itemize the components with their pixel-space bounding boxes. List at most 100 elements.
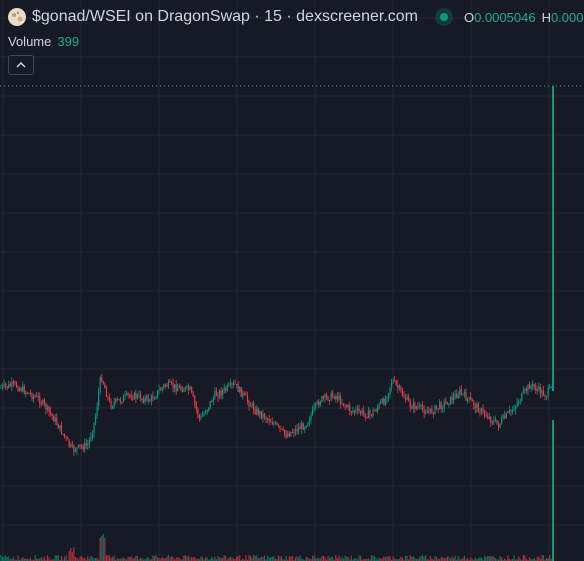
- volume-bar: [347, 557, 349, 561]
- candle-body: [476, 404, 478, 409]
- candle-body: [119, 399, 121, 402]
- candle-body: [15, 382, 18, 388]
- candle-body: [454, 394, 456, 396]
- candle-body: [236, 384, 238, 386]
- symbol-title[interactable]: $gonad/WSEI on DragonSwap · 15 · dexscre…: [32, 8, 418, 25]
- volume-bar: [186, 556, 188, 561]
- volume-bar: [460, 559, 462, 561]
- candle-body: [150, 395, 152, 401]
- candle-body: [172, 383, 174, 388]
- candle-body: [329, 400, 331, 402]
- candle-body: [414, 403, 416, 410]
- volume-bar: [166, 557, 168, 561]
- volume-bar: [282, 559, 284, 561]
- candle-body: [144, 397, 146, 403]
- open-label: O: [463, 9, 475, 25]
- candle-body: [429, 408, 431, 412]
- candle-body: [350, 411, 352, 413]
- candle-body: [256, 408, 258, 414]
- volume-bar: [342, 558, 345, 561]
- candle-body: [174, 384, 176, 388]
- candle-body: [460, 389, 462, 394]
- candle-body: [493, 420, 495, 423]
- candle-body: [316, 401, 318, 404]
- candle-body: [192, 392, 194, 397]
- candle-body: [139, 394, 142, 400]
- volume-bar: [74, 557, 76, 561]
- candle-body: [403, 395, 405, 398]
- volume-bar: [465, 559, 467, 561]
- volume-bar: [522, 555, 524, 561]
- volume-bar: [60, 555, 63, 561]
- volume-bar: [301, 558, 303, 561]
- candle-body: [268, 418, 270, 422]
- volume-bar: [516, 559, 518, 561]
- candle-body: [32, 396, 35, 399]
- candle-body: [191, 387, 193, 393]
- candle-body: [522, 390, 524, 393]
- volume-bar: [302, 559, 304, 561]
- volume-bar: [308, 558, 311, 561]
- volume-bar: [192, 557, 194, 561]
- volume-bar: [236, 556, 238, 561]
- volume-bar: [381, 558, 383, 561]
- volume-bar: [372, 555, 374, 561]
- volume-bar: [39, 558, 41, 561]
- candle-body: [90, 436, 92, 440]
- volume-bar: [293, 559, 295, 561]
- candle-body: [352, 410, 354, 412]
- candle-body: [88, 439, 90, 445]
- candle-body: [124, 394, 126, 396]
- candle-body: [466, 398, 469, 401]
- candle-body: [257, 408, 259, 415]
- candle-body: [507, 412, 509, 413]
- volume-bar: [160, 558, 162, 561]
- candle-body: [502, 415, 504, 419]
- volume-bar: [384, 556, 386, 561]
- candle-body: [260, 411, 262, 418]
- candle-body: [59, 425, 61, 429]
- candle-body: [101, 377, 103, 382]
- candle-body: [375, 410, 377, 412]
- volume-bar: [259, 557, 261, 561]
- candle-body: [276, 422, 278, 425]
- candle-body: [217, 395, 219, 398]
- candle-body: [400, 386, 402, 391]
- candle-body: [516, 402, 518, 407]
- volume-bar: [175, 557, 177, 561]
- volume-bar: [167, 555, 169, 561]
- candle-body: [270, 421, 272, 423]
- candle-body: [398, 386, 400, 389]
- candle-body: [445, 401, 447, 403]
- volume-bar: [180, 559, 182, 561]
- candle-body: [298, 427, 300, 431]
- volume-bar: [358, 555, 360, 561]
- candle-body: [443, 401, 445, 408]
- volume-bar: [253, 555, 255, 561]
- volume-bar: [305, 556, 307, 561]
- candle-body: [364, 413, 366, 418]
- volume-bar: [267, 555, 269, 561]
- volume-bar: [62, 559, 64, 561]
- volume-bar: [138, 559, 140, 561]
- collapse-legend-button[interactable]: [8, 55, 34, 75]
- volume-bar: [425, 555, 427, 561]
- volume-bar: [243, 559, 245, 561]
- volume-bar: [459, 558, 461, 561]
- volume-bar: [417, 558, 419, 561]
- candle-body: [79, 444, 81, 446]
- candle-body: [332, 392, 334, 397]
- candle-body: [254, 410, 256, 414]
- volume-bar: [288, 556, 290, 561]
- volume-bar: [445, 558, 447, 561]
- volume-bar: [99, 537, 101, 561]
- volume-bar: [222, 558, 224, 561]
- candle-body: [513, 409, 515, 411]
- candle-body: [456, 394, 458, 398]
- volume-bar: [187, 555, 190, 561]
- candle-body: [533, 384, 535, 388]
- candle-body: [505, 413, 507, 418]
- candle-body: [372, 410, 374, 416]
